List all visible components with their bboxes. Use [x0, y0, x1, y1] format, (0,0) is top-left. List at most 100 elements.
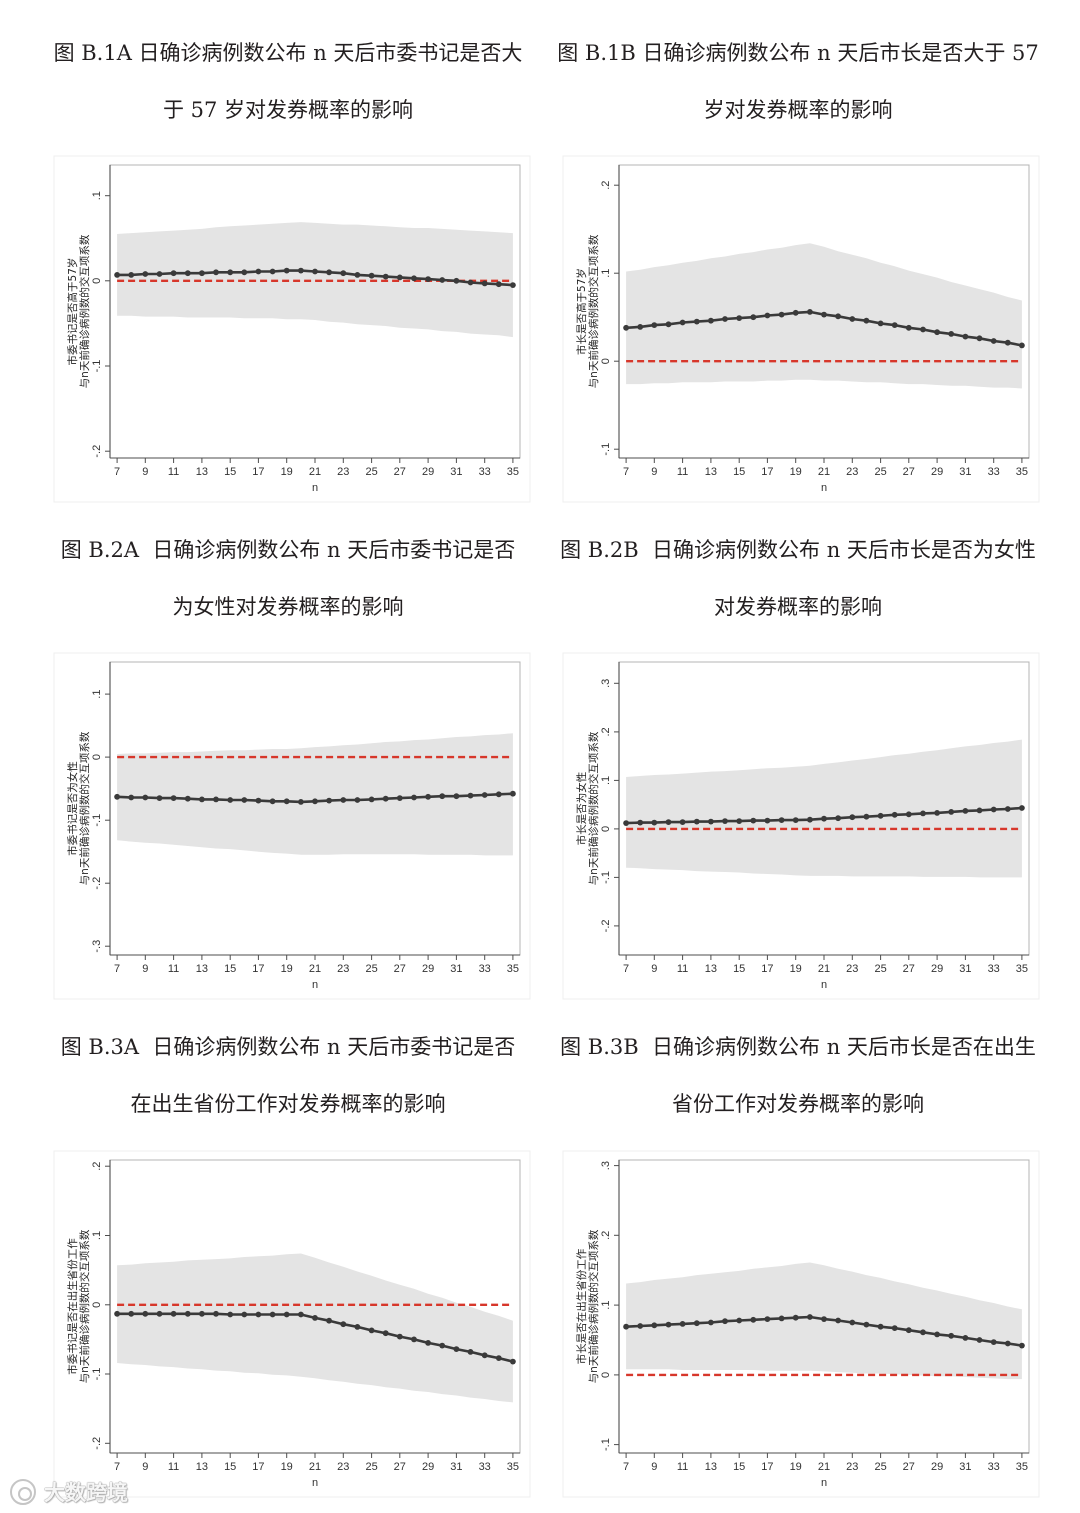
estimate-point: [128, 1310, 135, 1317]
estimate-point: [905, 811, 912, 818]
x-tick-label: 31: [959, 466, 971, 478]
y-tick-label: .1: [600, 776, 612, 785]
estimate-point: [679, 319, 686, 326]
y-tick-label: -.1: [600, 871, 612, 884]
estimate-point: [736, 315, 743, 321]
estimate-point: [312, 268, 318, 275]
estimate-point: [934, 1331, 940, 1338]
x-tick-label: 33: [988, 963, 1000, 975]
estimate-point: [269, 268, 276, 275]
y-axis-title-line-1: 市委书记是否为女性: [66, 761, 79, 856]
estimate-point: [495, 1355, 502, 1361]
x-tick-label: 25: [365, 1461, 377, 1473]
estimate-point: [453, 277, 460, 284]
estimate-point: [891, 811, 898, 818]
chart-b1a: .1 0 -.1 -.2 7 9 11 13 15 17 19 21 23 25 27 29 31 33 35 n 市委…: [53, 155, 531, 503]
estimate-point: [156, 1310, 163, 1317]
estimate-point: [792, 1314, 799, 1321]
x-tick-label: 35: [507, 1461, 519, 1473]
y-tick-label: .2: [600, 727, 612, 736]
estimate-point: [354, 1324, 361, 1330]
estimate-point: [170, 270, 177, 277]
graph-region-frame: [53, 155, 531, 503]
estimate-point: [269, 798, 276, 805]
x-tick-label: 15: [733, 466, 745, 478]
x-tick-label: 7: [114, 963, 120, 975]
estimate-point: [637, 1323, 644, 1329]
y-axis-title-line-2: 与n天前确诊病例数的交互项系数: [78, 234, 91, 388]
confidence-interval-band: [117, 222, 513, 338]
estimate-point: [382, 273, 389, 280]
estimate-point: [1019, 342, 1025, 349]
estimate-point: [722, 818, 728, 824]
estimate-point: [849, 1319, 856, 1326]
x-tick-label: 11: [168, 466, 179, 478]
estimate-point: [411, 794, 417, 801]
x-tick-label: 33: [988, 466, 1000, 478]
estimate-point: [778, 1315, 785, 1322]
x-tick-label: 17: [761, 1461, 773, 1473]
estimate-point: [651, 1322, 658, 1329]
x-tick-label: 21: [309, 1461, 321, 1473]
x-tick-label: 33: [479, 466, 491, 478]
figure-b1b-caption-line-1: 图 B.1B 日确诊病例数公布 n 天后市长是否大于 57: [557, 41, 1039, 65]
x-tick-label: 27: [903, 466, 915, 478]
estimate-point: [396, 274, 403, 281]
confidence-interval-band: [117, 733, 513, 856]
estimate-point: [368, 272, 375, 279]
x-tick-label: 13: [196, 1461, 208, 1473]
estimate-point: [510, 790, 516, 797]
x-tick-label: 17: [252, 466, 264, 478]
estimate-point: [637, 819, 644, 826]
estimate-point: [298, 267, 304, 274]
estimate-point: [722, 316, 728, 322]
y-tick-label: .2: [91, 1162, 103, 1171]
estimate-point: [142, 794, 149, 801]
x-tick-label: 21: [818, 466, 830, 478]
x-tick-label: 23: [846, 963, 858, 975]
estimate-point: [114, 793, 120, 800]
estimate-point: [891, 1325, 898, 1331]
figure-b3b-caption-line-1: 图 B.3B 日确诊病例数公布 n 天后市长是否在出生: [560, 1035, 1036, 1059]
estimate-point: [750, 314, 757, 321]
x-tick-label: 15: [224, 466, 236, 478]
estimate-point: [340, 270, 347, 277]
graph-region-frame: [562, 1150, 1040, 1498]
x-tick-label: 35: [507, 466, 519, 478]
estimate-point: [948, 809, 955, 815]
estimate-point: [821, 1316, 827, 1322]
y-tick-label: .1: [600, 1301, 612, 1310]
estimate-point: [312, 1315, 318, 1321]
estimate-point: [665, 1321, 672, 1328]
x-axis-title: n: [312, 979, 318, 991]
estimate-point: [722, 1318, 728, 1325]
x-tick-label: 9: [651, 963, 657, 975]
estimate-point: [623, 820, 629, 826]
x-tick-label: 31: [450, 466, 462, 478]
estimate-point: [863, 813, 870, 820]
x-tick-label: 35: [1016, 963, 1028, 975]
estimate-point: [213, 269, 219, 276]
estimate-point: [750, 817, 757, 824]
estimate-point: [821, 815, 827, 822]
x-tick-label: 27: [394, 963, 406, 975]
estimate-point: [298, 799, 304, 805]
estimate-point: [467, 792, 474, 799]
estimate-point: [411, 1336, 417, 1343]
estimate-point: [170, 795, 177, 801]
x-tick-label: 17: [761, 466, 773, 478]
x-tick-label: 29: [931, 1461, 943, 1473]
estimate-point: [863, 317, 870, 324]
x-axis-title: n: [821, 1477, 827, 1489]
y-tick-label: .1: [91, 191, 103, 200]
figure-b1b-caption-line-2: 岁对发券概率的影响: [703, 98, 893, 122]
estimate-point: [990, 806, 997, 813]
estimate-point: [835, 815, 841, 822]
x-tick-label: 21: [309, 466, 321, 478]
watermark-text: 大数跨境: [44, 1481, 128, 1505]
estimate-point: [934, 329, 940, 336]
estimate-point: [453, 1346, 460, 1352]
estimate-point: [326, 269, 332, 276]
x-tick-label: 27: [394, 1461, 406, 1473]
x-tick-label: 7: [114, 1461, 120, 1473]
